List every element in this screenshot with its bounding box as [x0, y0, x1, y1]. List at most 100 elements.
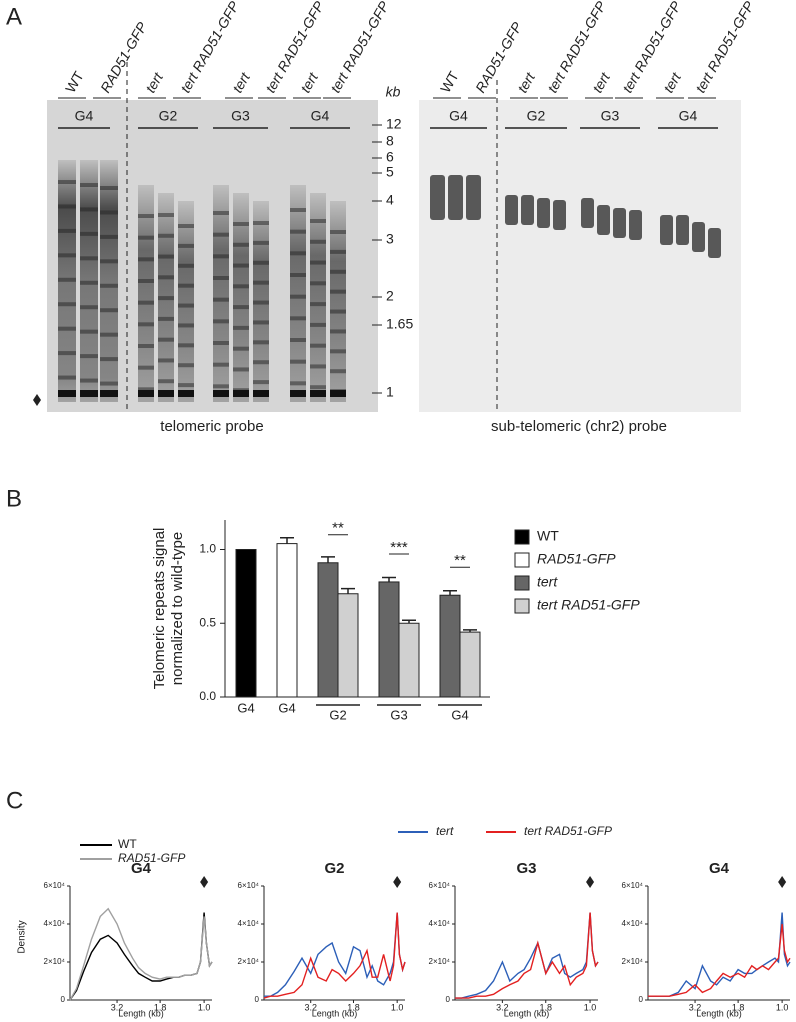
- lane-label: tert RAD51-GFP: [692, 0, 758, 95]
- gel-band: [158, 390, 174, 397]
- gel-band: [290, 338, 306, 342]
- gel-band: [100, 357, 118, 362]
- gel-band: [138, 390, 154, 397]
- lane-label: tert: [142, 69, 167, 95]
- gel-band: [290, 294, 306, 299]
- gel-band: [138, 257, 154, 262]
- bar: [276, 543, 298, 698]
- gel-band: [676, 215, 689, 245]
- y-tick-label: 4×10⁴: [238, 919, 260, 928]
- gel-band: [100, 259, 118, 264]
- gel-band: [178, 383, 194, 388]
- gel-band: [80, 207, 98, 212]
- gel-band: [213, 297, 229, 302]
- probe-label: sub-telomeric (chr2) probe: [491, 418, 667, 435]
- gel-band: [310, 364, 326, 369]
- gel-band: [430, 175, 445, 220]
- gel-band: [138, 300, 154, 305]
- gel-band: [692, 222, 705, 252]
- gel-band: [290, 251, 306, 256]
- density-line: [648, 912, 791, 997]
- x-tick-label: G4: [451, 707, 468, 722]
- gel-band: [213, 211, 229, 215]
- gel-band: [100, 186, 118, 190]
- bar: [317, 562, 339, 698]
- subplot-title: G2: [324, 860, 344, 877]
- y-tick-label: 0: [255, 995, 260, 1004]
- gel-lane: [178, 201, 194, 402]
- size-marker: 6: [386, 149, 394, 165]
- gel-band: [58, 302, 76, 307]
- y-tick-label: 2×10⁴: [238, 957, 260, 966]
- gel-band: [253, 300, 269, 305]
- gel-band: [253, 221, 269, 225]
- diamond-marker: [393, 876, 402, 888]
- gel-band: [581, 198, 594, 228]
- x-tick-label: 1.8: [154, 1002, 167, 1012]
- generation-label: G3: [601, 108, 620, 124]
- gel-band: [213, 362, 229, 367]
- significance-label: ***: [390, 539, 408, 556]
- density-line: [263, 912, 406, 999]
- density-line: [455, 912, 599, 999]
- panel-label: B: [6, 485, 22, 512]
- x-tick-label: 3.2: [689, 1002, 702, 1012]
- gel-band: [660, 215, 673, 245]
- gel-band: [58, 390, 76, 397]
- error-bar: [321, 556, 335, 563]
- y-tick-label: 6×10⁴: [238, 881, 260, 890]
- gel-band: [290, 316, 306, 321]
- lane-label: tert: [297, 69, 322, 95]
- legend-swatch: [514, 552, 530, 568]
- gel-band: [100, 234, 118, 239]
- gel-band: [330, 230, 346, 234]
- error-bar: [341, 587, 355, 594]
- gel-band: [233, 390, 249, 397]
- lane-label: tert: [514, 69, 539, 95]
- y-tick-label: 0: [446, 995, 451, 1004]
- gel-band: [80, 305, 98, 310]
- gel-band: [178, 263, 194, 268]
- gel-band: [629, 210, 642, 240]
- density-line: [69, 907, 213, 1001]
- gel-band: [310, 260, 326, 265]
- x-axis-label: Length (kb): [312, 1008, 358, 1018]
- gel-band: [178, 283, 194, 288]
- x-tick-label: 1.8: [732, 1002, 745, 1012]
- gel-band: [58, 277, 76, 282]
- gel-image: [419, 100, 741, 412]
- x-tick-label: 1.8: [539, 1002, 552, 1012]
- gel-band: [310, 219, 326, 223]
- lane-label: tert: [660, 69, 685, 95]
- gel-band: [178, 390, 194, 397]
- gel-band: [310, 239, 326, 244]
- gel-band: [330, 309, 346, 314]
- y-tick-label: 0.5: [199, 615, 216, 629]
- gel-band: [58, 351, 76, 356]
- x-tick-label: 1.0: [391, 1002, 404, 1012]
- gel-band: [253, 240, 269, 245]
- gel-band: [253, 360, 269, 365]
- gel-band: [253, 390, 269, 397]
- size-marker: 12: [386, 116, 402, 132]
- gel-band: [253, 280, 269, 285]
- x-tick-label: 3.2: [111, 1002, 124, 1012]
- gel-band: [448, 175, 463, 220]
- gel-band: [213, 341, 229, 345]
- legend-swatch: [514, 529, 530, 545]
- gel-band: [233, 367, 249, 372]
- bar: [337, 593, 359, 698]
- gel-band: [178, 323, 194, 328]
- y-tick-label: 0: [639, 995, 644, 1004]
- gel-band: [178, 243, 194, 248]
- gel-band: [213, 319, 229, 324]
- gel-lane: [100, 160, 118, 402]
- error-bar: [382, 576, 396, 582]
- x-axis-label: Length (kb): [696, 1008, 742, 1018]
- lane-label: WT: [62, 68, 87, 95]
- error-bar: [443, 590, 457, 596]
- gel-band: [310, 385, 326, 390]
- bar: [378, 581, 400, 698]
- gel-band: [330, 329, 346, 334]
- gel-band: [100, 308, 118, 313]
